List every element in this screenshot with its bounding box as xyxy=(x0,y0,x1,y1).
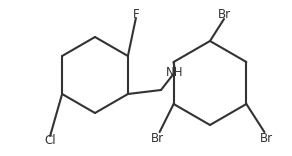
Text: Br: Br xyxy=(260,132,273,144)
Text: Br: Br xyxy=(218,7,231,20)
Text: F: F xyxy=(133,7,139,20)
Text: Br: Br xyxy=(151,132,164,144)
Text: Cl: Cl xyxy=(44,134,56,148)
Text: NH: NH xyxy=(166,66,184,78)
